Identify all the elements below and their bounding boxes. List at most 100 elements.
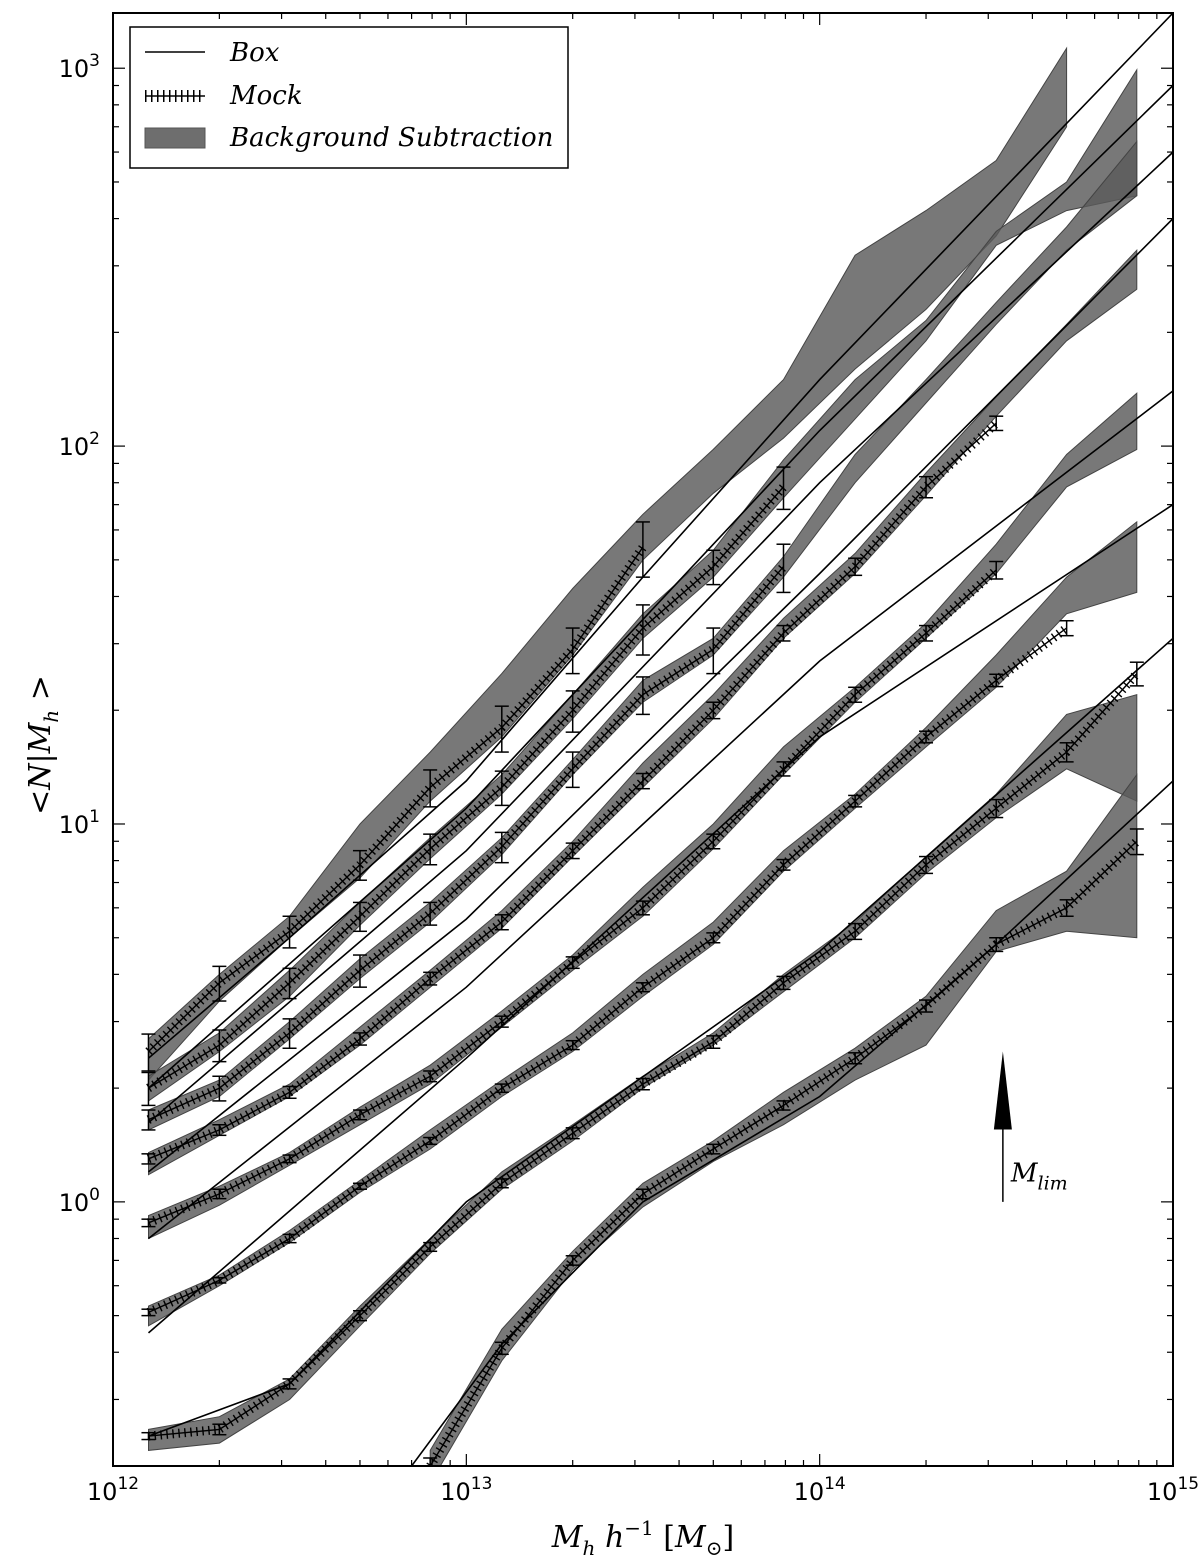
error-bar-5-2 (282, 1233, 297, 1244)
error-bar-3-7 (635, 772, 650, 790)
m-lim-annotation: Mlim (993, 1051, 1068, 1202)
error-bar-6-10 (848, 922, 863, 941)
error-bar-0-0 (141, 1033, 156, 1072)
error-bar-6-0 (141, 1431, 156, 1441)
error-bar-1-3 (352, 901, 367, 933)
m-lim-label: Mlim (1010, 1158, 1068, 1194)
error-bar-6-14 (1129, 661, 1144, 687)
x-axis-title: Mh h−1 [M⊙] (551, 1516, 734, 1560)
error-bar-5-6 (565, 1039, 580, 1051)
error-bar-3-2 (282, 1085, 297, 1100)
error-bar-1-5 (494, 770, 509, 807)
mock-hatch-5 (146, 624, 1070, 1317)
x-tick-label: 1014 (794, 1474, 846, 1506)
error-bar-1-4 (423, 833, 438, 866)
error-bar-0-4 (423, 769, 438, 808)
error-bar-0-6 (565, 627, 580, 675)
error-bar-7-6 (565, 1255, 580, 1266)
error-bar-2-4 (423, 901, 438, 926)
mock-hatch-6 (148, 670, 1141, 1441)
error-bar-3-9 (776, 624, 791, 642)
box-line-6 (148, 637, 1173, 1437)
y-axis-title: <N|Mh > (23, 675, 63, 815)
error-bar-0-7 (635, 521, 650, 578)
error-bar-3-10 (848, 557, 863, 577)
error-bar-5-11 (919, 730, 934, 744)
legend-box-label: Box (229, 38, 280, 68)
m-lim-arrow-head (993, 1051, 1012, 1130)
error-bar-6-7 (635, 1077, 650, 1091)
error-bar-2-3 (352, 954, 367, 988)
error-bar-3-5 (494, 914, 509, 931)
error-bar-2-2 (282, 1018, 297, 1049)
error-bar-3-1 (212, 1123, 227, 1137)
legend-mock-label: Mock (229, 81, 303, 111)
tick-labels: 1012 1013 1014 1015 100 101 102 103 (59, 51, 1199, 1506)
bg-band-0 (148, 46, 1068, 1082)
error-bar-7-12 (989, 936, 1004, 953)
error-bar-6-8 (706, 1035, 721, 1049)
y-tick-label: 100 (59, 1185, 100, 1217)
error-bar-1-7 (635, 604, 650, 656)
error-bar-5-5 (494, 1083, 509, 1094)
error-bar-2-1 (212, 1075, 227, 1102)
error-bar-1-0 (141, 1071, 156, 1107)
box-line-7 (410, 780, 1173, 1466)
error-bar-4-9 (776, 761, 791, 777)
bg-band-7 (429, 773, 1138, 1466)
error-bar-1-9 (776, 466, 791, 511)
error-bar-4-12 (989, 560, 1004, 580)
mock-line-2 (148, 566, 785, 1121)
error-bar-5-10 (848, 794, 863, 808)
box-line-0 (147, 13, 1173, 1059)
error-bar-4-6 (565, 956, 580, 970)
error-bar-6-1 (212, 1423, 227, 1436)
error-bar-4-2 (282, 1154, 297, 1164)
error-bar-3-3 (352, 1032, 367, 1046)
bg-band-4 (148, 392, 1138, 1240)
error-bar-4-11 (919, 624, 934, 642)
error-bar-6-11 (919, 855, 934, 875)
error-bar-4-10 (848, 686, 863, 703)
mock-error-bars (141, 415, 1144, 1466)
x-tick-label: 1015 (1147, 1474, 1199, 1506)
legend-bg-swatch (144, 127, 206, 149)
error-bar-3-4 (423, 971, 438, 986)
error-bar-5-3 (352, 1182, 367, 1190)
error-bar-1-1 (212, 1029, 227, 1063)
plot-frame (112, 12, 1174, 1467)
error-bar-0-2 (282, 915, 297, 949)
error-bar-7-5 (494, 1341, 509, 1356)
mock-line-1 (148, 486, 785, 1089)
error-bar-3-12 (989, 415, 1004, 432)
error-bar-6-6 (565, 1127, 580, 1140)
error-bar-4-0 (141, 1218, 156, 1228)
error-bar-5-0 (141, 1308, 156, 1317)
error-bar-1-6 (565, 690, 580, 733)
error-bar-7-7 (635, 1188, 650, 1200)
y-tick-label: 101 (59, 807, 100, 839)
error-bar-2-8 (706, 627, 721, 675)
error-bar-2-0 (141, 1109, 156, 1131)
mock-line-0 (148, 546, 644, 1053)
error-bar-0-5 (494, 705, 509, 753)
error-bar-3-0 (141, 1153, 156, 1165)
legend: Box Mock Background Subtraction (129, 26, 569, 169)
error-bar-4-3 (352, 1109, 367, 1121)
error-bar-2-9 (776, 543, 791, 594)
error-bar-4-7 (635, 900, 650, 916)
error-bar-4-8 (706, 833, 721, 850)
box-line-3 (148, 218, 1173, 1173)
error-bar-2-6 (565, 751, 580, 789)
error-bar-0-1 (212, 965, 227, 1002)
error-bar-5-12 (989, 673, 1004, 688)
error-bar-6-9 (776, 975, 791, 991)
x-tick-label: 1012 (87, 1474, 139, 1506)
svg-text:<N|Mh >: <N|Mh > (23, 675, 63, 815)
error-bar-1-8 (706, 549, 721, 586)
error-bar-7-14 (1129, 828, 1144, 856)
x-tick-label: 1013 (440, 1474, 492, 1506)
error-bar-7-8 (706, 1143, 721, 1155)
